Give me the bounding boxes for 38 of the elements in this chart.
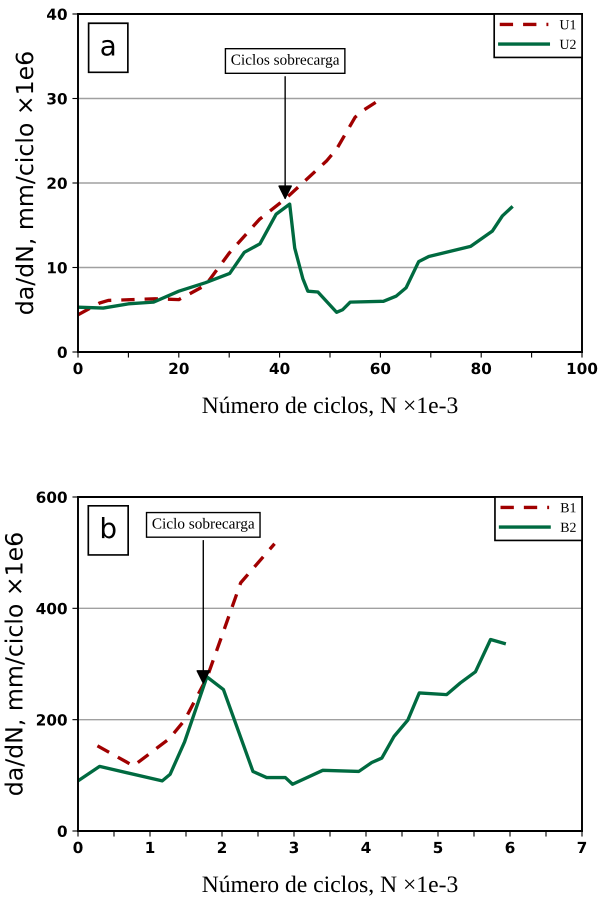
x-tick-label: 3: [290, 842, 298, 854]
x-tick-label: 20: [169, 362, 189, 374]
x-tick-label: 100: [568, 362, 598, 374]
x-tick-label: 4: [361, 842, 371, 854]
x-tick-label: 60: [370, 362, 390, 374]
line-series: [78, 202, 514, 314]
x-tick-label: 7: [578, 842, 586, 854]
text: b: [102, 516, 116, 538]
x-tick-label: 1: [146, 842, 154, 854]
y-tick-label: 400: [36, 602, 67, 614]
x-tick-label: 6: [506, 842, 514, 854]
x-tick-label: 5: [434, 842, 442, 854]
line-series: [96, 542, 276, 768]
y-tick-label: 30: [47, 92, 67, 105]
legend-label: B1: [560, 503, 576, 512]
x-tick-label: 2: [218, 842, 226, 854]
y-axis-title: da/dN, mm/ciclo ×1e6: [4, 533, 26, 795]
y-tick-label: 200: [36, 714, 67, 726]
x-axis-title: Número de ciclos, N ×1e-3: [202, 396, 458, 417]
legend-label: B2: [560, 522, 576, 532]
text: a: [101, 40, 114, 56]
annotation: Ciclos sobrecarga: [231, 54, 340, 68]
y-tick-label: 20: [48, 177, 67, 190]
y-tick-label: 10: [48, 262, 67, 274]
line-series: [78, 638, 506, 786]
y-axis-title: da/dN, mm/ciclo ×1e6: [15, 52, 36, 314]
y-tick-label: 0: [58, 825, 67, 838]
x-axis-title: Número de ciclos, N ×1e-3: [202, 876, 458, 896]
y-tick-label: 600: [36, 491, 67, 504]
x-tick-label: 80: [472, 362, 492, 374]
y-tick-label: 40: [47, 8, 67, 20]
x-tick-label: 40: [270, 362, 290, 374]
legend-label: U1: [560, 20, 576, 30]
y-tick-label: 0: [58, 346, 67, 358]
legend-label: U2: [560, 40, 576, 50]
x-tick-label: 0: [73, 362, 83, 374]
annotation: Ciclo sobrecarga: [152, 518, 254, 532]
x-tick-label: 0: [73, 842, 83, 854]
